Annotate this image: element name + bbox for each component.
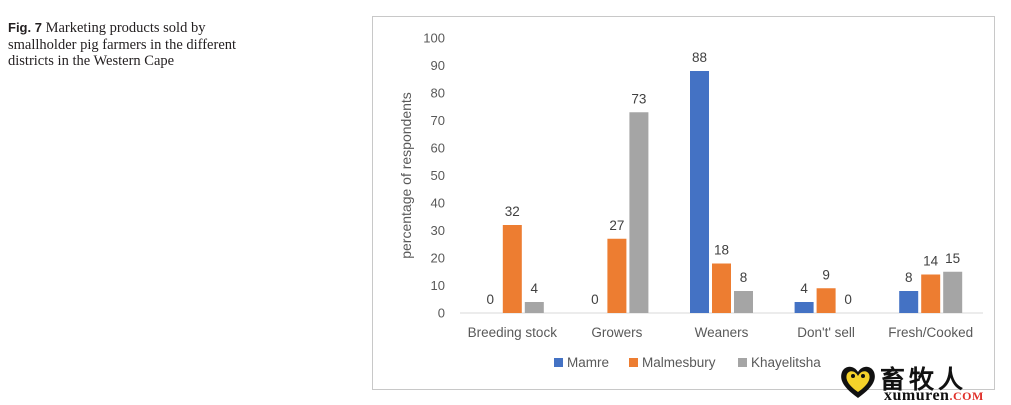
bar — [794, 302, 814, 313]
y-tick-label: 80 — [431, 86, 445, 101]
watermark-url: xumuren.COM — [884, 387, 984, 405]
x-tick-label: Growers — [591, 325, 642, 340]
bar — [629, 112, 649, 313]
data-label: 15 — [945, 251, 960, 266]
x-tick-label: Breeding stock — [468, 325, 558, 340]
watermark-cn-text: 畜牧人 — [880, 365, 968, 394]
y-tick-label: 100 — [423, 31, 445, 46]
data-label: 0 — [844, 292, 852, 307]
y-tick-label: 0 — [438, 306, 445, 321]
bar — [524, 302, 544, 313]
y-tick-label: 50 — [431, 168, 445, 183]
y-tick-label: 70 — [431, 113, 445, 128]
data-label: 18 — [714, 243, 729, 258]
y-tick-label: 60 — [431, 141, 445, 156]
bar — [899, 291, 919, 313]
y-tick-label: 20 — [431, 251, 445, 266]
bar — [734, 291, 753, 313]
chart-frame: 0 10 20 30 40 50 60 70 80 90 100 percentage of resp… — [372, 16, 995, 390]
watermark: 畜牧人 xumuren.COM — [838, 360, 1008, 404]
data-label: 27 — [609, 218, 624, 233]
y-tick-label: 10 — [431, 278, 445, 293]
data-label: 4 — [531, 281, 539, 296]
bar — [607, 238, 627, 313]
heart-logo-icon — [841, 366, 875, 398]
y-tick-label: 40 — [431, 196, 445, 211]
watermark-url-main: xumuren — [884, 387, 950, 404]
data-label: 0 — [487, 292, 495, 307]
x-tick-label: Don't' sell — [797, 325, 855, 340]
bar — [816, 288, 836, 313]
figure-caption-text: Marketing products sold by smallholder p… — [8, 20, 237, 69]
y-tick-label: 90 — [431, 58, 445, 73]
data-label: 9 — [822, 267, 830, 282]
data-label: 0 — [591, 292, 599, 307]
figure-label: Fig. 7 — [8, 20, 42, 35]
data-label: 8 — [905, 270, 913, 285]
bar — [502, 225, 522, 313]
figure-caption: Fig. 7 Marketing products sold by smallh… — [8, 20, 248, 70]
x-tick-label: Weaners — [695, 325, 749, 340]
bar — [690, 71, 709, 313]
y-axis-label: percentage of respondents — [398, 92, 414, 259]
x-tick-label: Fresh/Cooked — [888, 325, 973, 340]
legend-swatch — [629, 358, 638, 367]
data-label: 73 — [631, 91, 646, 106]
bar — [943, 271, 963, 313]
bar — [712, 263, 731, 313]
data-label: 88 — [692, 50, 707, 65]
data-label: 14 — [923, 254, 939, 269]
legend-label: Mamre — [567, 355, 609, 370]
legend-label: Khayelitsha — [751, 355, 821, 370]
legend-label: Malmesbury — [642, 355, 716, 370]
data-label: 32 — [505, 204, 520, 219]
y-tick-label: 30 — [431, 223, 445, 238]
watermark-url-tld: .COM — [949, 389, 984, 403]
bar — [921, 274, 941, 313]
data-label: 8 — [740, 270, 748, 285]
legend-swatch — [554, 358, 563, 367]
data-label: 4 — [800, 281, 808, 296]
legend-swatch — [738, 358, 747, 367]
